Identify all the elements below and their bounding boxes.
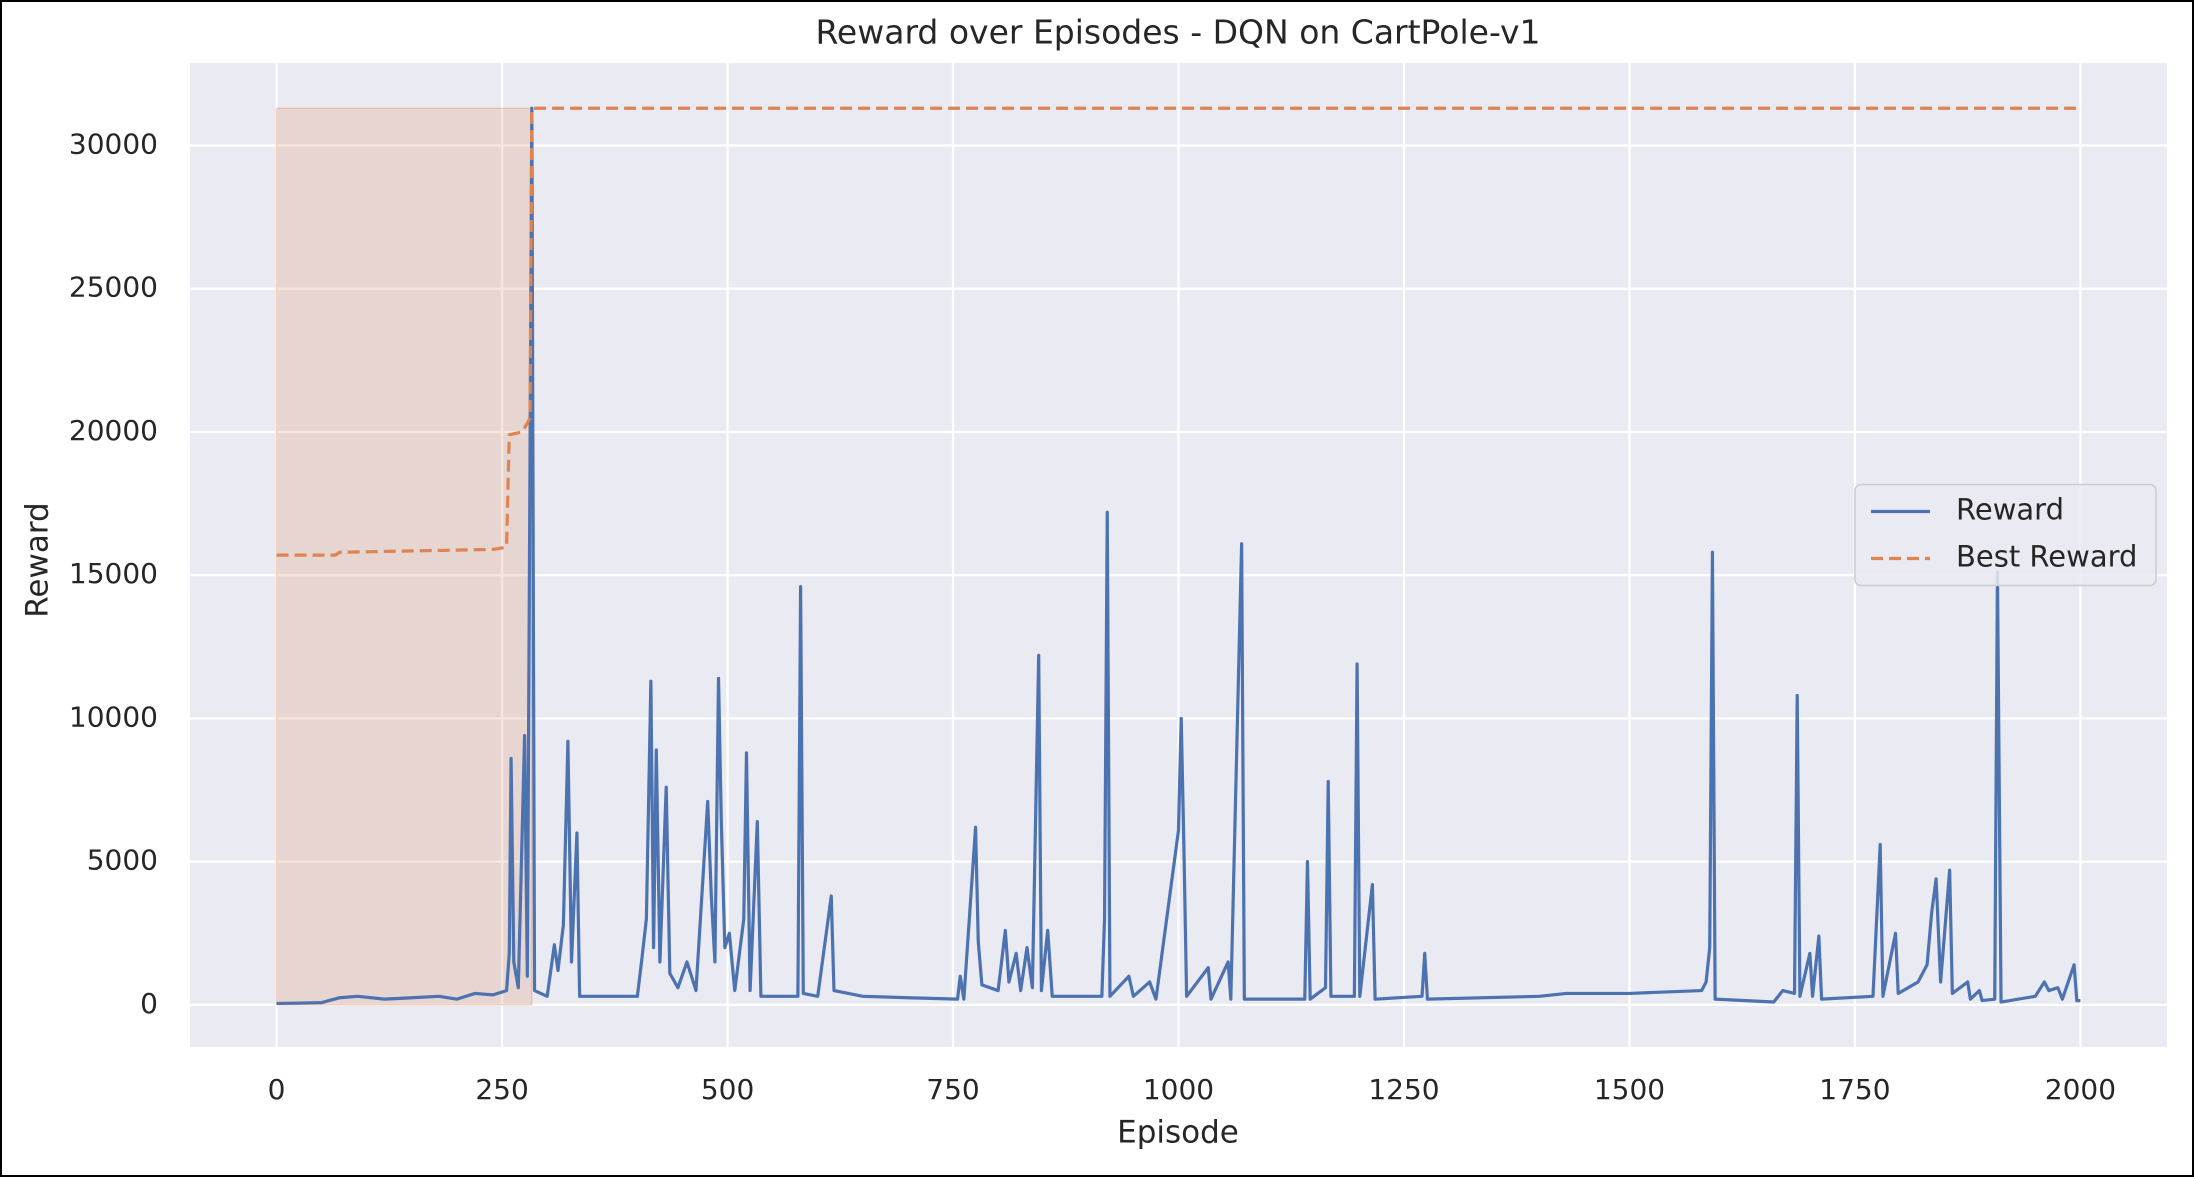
- x-axis-label: Episode: [1117, 1115, 1239, 1151]
- x-tick-label: 0: [268, 1073, 286, 1106]
- x-tick-label: 1000: [1143, 1073, 1214, 1106]
- line-series: [276, 106, 2081, 1006]
- x-tick-label: 250: [475, 1073, 528, 1106]
- x-tick-label: 1250: [1368, 1073, 1439, 1106]
- y-tick-label: 30000: [69, 128, 158, 161]
- x-tick-label: 2000: [2045, 1073, 2116, 1106]
- y-tick-label: 15000: [69, 557, 158, 590]
- legend-label: Best Reward: [1956, 540, 2137, 574]
- line-series: [276, 106, 2081, 557]
- y-tick-label: 25000: [69, 271, 158, 304]
- y-axis-label: Reward: [20, 502, 56, 617]
- chart-title: Reward over Episodes - DQN on CartPole-v…: [815, 13, 1540, 52]
- legend-box: [1854, 483, 2157, 587]
- x-tick-label: 1500: [1594, 1073, 1665, 1106]
- y-tick-label: 5000: [87, 844, 158, 877]
- y-tick-label: 20000: [69, 414, 158, 447]
- y-tick-label: 10000: [69, 700, 158, 733]
- legend-label: Reward: [1956, 493, 2064, 527]
- x-tick-label: 1750: [1819, 1073, 1890, 1106]
- x-tick-label: 500: [701, 1073, 754, 1106]
- x-tick-label: 750: [926, 1073, 979, 1106]
- y-tick-label: 0: [140, 987, 158, 1020]
